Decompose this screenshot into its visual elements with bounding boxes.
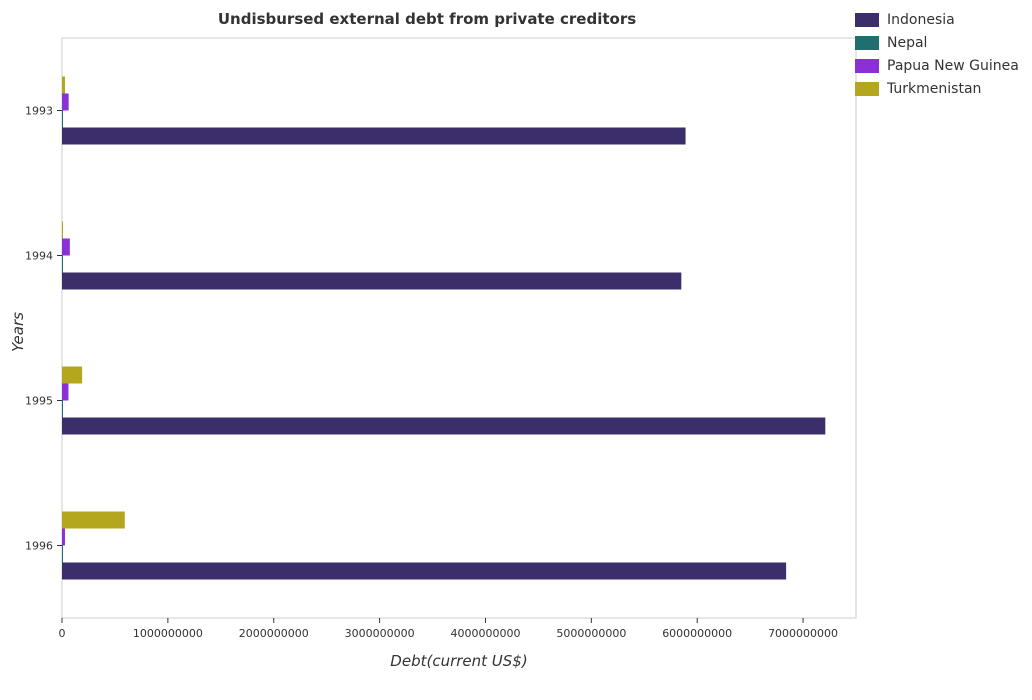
bar-turkmenistan-1996 xyxy=(62,511,125,529)
legend-swatch-papua-new-guinea xyxy=(855,58,879,73)
x-tick-label: 6000000000 xyxy=(662,627,732,640)
y-tick-label: 1995 xyxy=(25,395,53,408)
bar-nepal-1993 xyxy=(62,110,63,128)
x-tick-label: 5000000000 xyxy=(556,627,626,640)
bar-nepal-1996 xyxy=(62,545,63,563)
bar-indonesia-1994 xyxy=(62,272,682,290)
bar-indonesia-1996 xyxy=(62,562,787,580)
y-tick-label: 1993 xyxy=(25,105,53,118)
bar-papua-new-guinea-1993 xyxy=(62,93,69,111)
legend-swatch-nepal xyxy=(855,35,879,50)
legend-item-indonesia: Indonesia xyxy=(855,8,1019,31)
bar-papua-new-guinea-1994 xyxy=(62,238,70,256)
bar-turkmenistan-1993 xyxy=(62,76,65,94)
axes: 0 1000000000 2000000000 3000000000 400000000… xyxy=(25,37,857,640)
legend-label-papua-new-guinea: Papua New Guinea xyxy=(887,57,1019,74)
legend-item-turkmenistan: Turkmenistan xyxy=(855,77,1019,100)
bar-papua-new-guinea-1995 xyxy=(62,383,69,401)
legend-label-turkmenistan: Turkmenistan xyxy=(887,80,982,97)
legend-label-indonesia: Indonesia xyxy=(887,11,955,28)
bar-nepal-1994 xyxy=(62,255,63,273)
bar-indonesia-1995 xyxy=(62,417,826,435)
legend-item-nepal: Nepal xyxy=(855,31,1019,54)
plot-area: 0 1000000000 2000000000 3000000000 400000000… xyxy=(25,37,857,640)
legend-swatch-indonesia xyxy=(855,12,879,27)
x-axis-label: Debt(current US$) xyxy=(390,652,528,670)
plot-frame xyxy=(61,37,857,619)
legend-label-nepal: Nepal xyxy=(887,34,928,51)
bar-indonesia-1993 xyxy=(62,127,686,145)
x-tick-label: 3000000000 xyxy=(345,627,415,640)
bars xyxy=(62,76,826,580)
x-tick-label: 2000000000 xyxy=(239,627,309,640)
bar-papua-new-guinea-1996 xyxy=(62,528,65,546)
y-axis-label: Years xyxy=(9,312,27,352)
bar-turkmenistan-1994 xyxy=(62,221,63,239)
x-tick-label: 4000000000 xyxy=(450,627,520,640)
legend-item-papua-new-guinea: Papua New Guinea xyxy=(855,54,1019,77)
y-tick-label: 1996 xyxy=(25,540,53,553)
x-tick-label: 0 xyxy=(59,627,66,640)
bar-nepal-1995 xyxy=(62,400,63,418)
x-tick-label: 7000000000 xyxy=(768,627,838,640)
bar-turkmenistan-1995 xyxy=(62,366,83,384)
legend-swatch-turkmenistan xyxy=(855,81,879,96)
y-tick-label: 1994 xyxy=(25,250,53,263)
chart-title: Undisbursed external debt from private c… xyxy=(217,10,637,28)
x-tick-label: 1000000000 xyxy=(133,627,203,640)
legend: Indonesia Nepal Papua New Guinea Turkmen… xyxy=(855,8,1019,100)
